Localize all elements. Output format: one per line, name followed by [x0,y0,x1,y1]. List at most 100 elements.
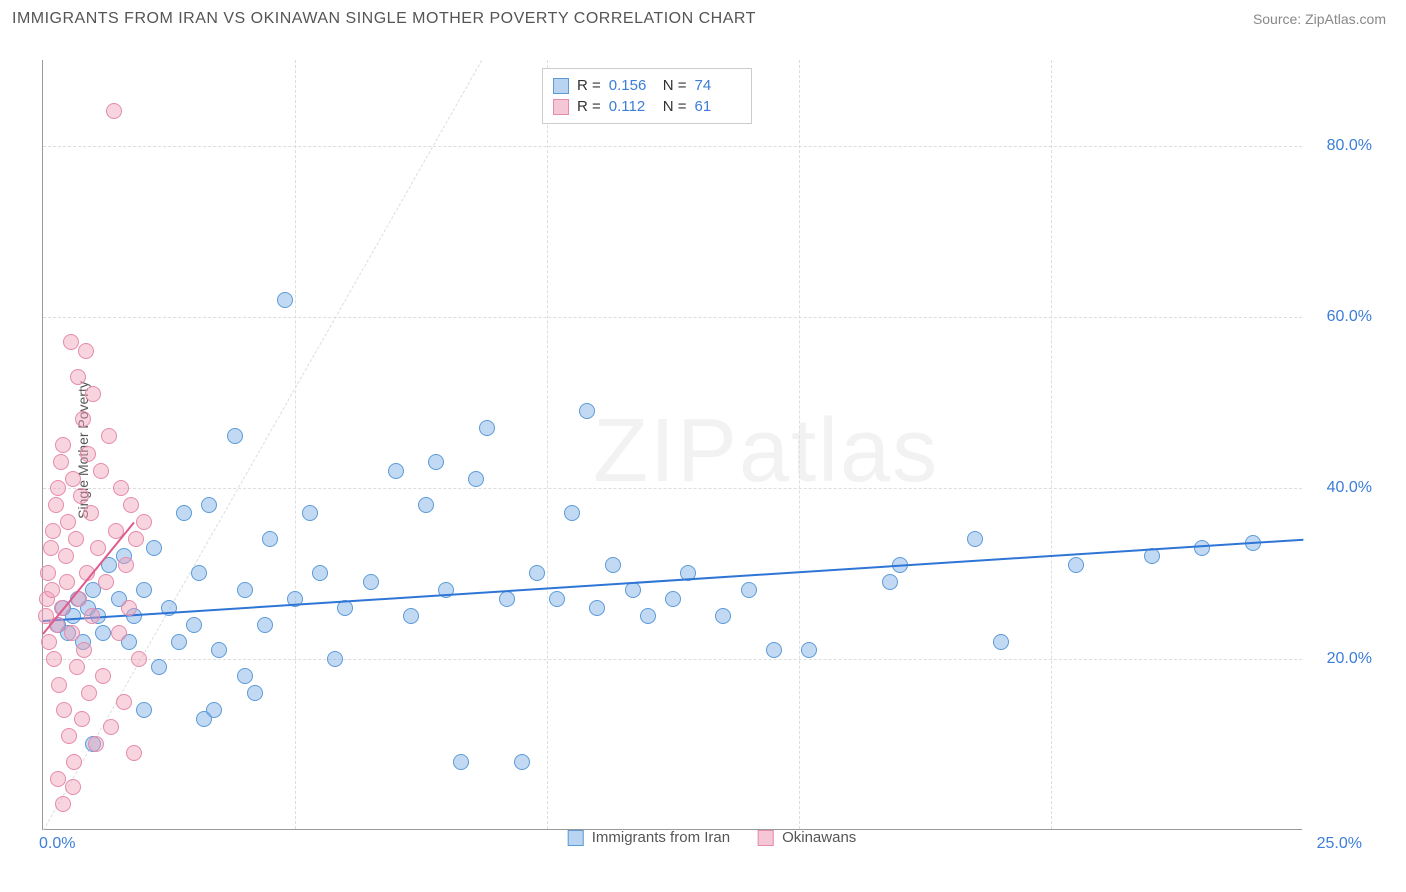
data-point [41,634,57,650]
data-point [111,625,127,641]
stats-row: R = 0.156 N = 74 [553,75,741,96]
data-point [64,625,80,641]
stats-swatch [553,99,569,115]
data-point [1194,540,1210,556]
data-point [116,694,132,710]
data-point [131,651,147,667]
data-point [549,591,565,607]
legend-item-iran: Immigrants from Iran [568,829,730,846]
data-point [68,531,84,547]
source-label: Source: [1253,11,1301,27]
data-point [428,454,444,470]
data-point [625,582,641,598]
data-point [74,711,90,727]
n-label: N = [663,77,687,94]
plot-area: ZIPatlas 0.0% 25.0% 20.0%40.0%60.0%80.0% [42,60,1302,830]
y-tick-label: 20.0% [1327,650,1372,668]
data-point [43,540,59,556]
stats-swatch [553,78,569,94]
data-point [151,659,167,675]
data-point [176,505,192,521]
y-tick-label: 40.0% [1327,479,1372,497]
data-point [59,574,75,590]
n-value: 74 [695,77,741,94]
data-point [48,497,64,513]
data-point [453,754,469,770]
data-point [106,103,122,119]
data-point [45,523,61,539]
data-point [73,488,89,504]
data-point [58,548,74,564]
data-point [50,480,66,496]
data-point [196,711,212,727]
n-label: N = [663,98,687,115]
data-point [146,540,162,556]
data-point [766,642,782,658]
y-tick-label: 60.0% [1327,308,1372,326]
data-point [44,582,60,598]
data-point [277,292,293,308]
data-point [186,617,202,633]
data-point [61,728,77,744]
chart-header: IMMIGRANTS FROM IRAN VS OKINAWAN SINGLE … [0,0,1406,34]
r-value: 0.156 [609,77,655,94]
data-point [63,334,79,350]
data-point [237,582,253,598]
data-point [113,480,129,496]
data-point [128,531,144,547]
data-point [191,565,207,581]
data-point [69,659,85,675]
data-point [499,591,515,607]
data-point [227,428,243,444]
stats-legend-box: R =0.156N =74R =0.112N =61 [542,68,752,124]
data-point [53,454,69,470]
data-point [51,677,67,693]
y-tick-label: 80.0% [1327,137,1372,155]
data-point [84,608,100,624]
data-point [468,471,484,487]
legend-item-okinawans: Okinawans [758,829,856,846]
data-point [80,446,96,462]
data-point [126,745,142,761]
data-point [65,779,81,795]
data-point [605,557,621,573]
data-point [579,403,595,419]
data-point [83,505,99,521]
data-point [121,600,137,616]
data-point [665,591,681,607]
data-point [40,565,56,581]
data-point [66,754,82,770]
data-point [741,582,757,598]
data-point [1068,557,1084,573]
series-legend: Immigrants from Iran Okinawans [568,829,857,846]
source-attribution: Source: ZipAtlas.com [1253,11,1386,27]
data-point [78,343,94,359]
data-point [56,702,72,718]
r-label: R = [577,77,601,94]
data-point [479,420,495,436]
r-label: R = [577,98,601,115]
data-point [418,497,434,513]
trend-line [43,539,1303,622]
data-point [70,369,86,385]
data-point [76,642,92,658]
data-point [514,754,530,770]
data-point [75,411,91,427]
data-point [50,771,66,787]
data-point [171,634,187,650]
data-point [93,463,109,479]
data-point [882,574,898,590]
data-point [90,540,106,556]
data-point [95,625,111,641]
data-point [302,505,318,521]
data-point [993,634,1009,650]
data-point [247,685,263,701]
data-point [46,651,62,667]
data-point [55,437,71,453]
data-point [95,668,111,684]
data-point [201,497,217,513]
chart-container: Single Mother Poverty ZIPatlas 0.0% 25.0… [42,50,1382,850]
data-point [801,642,817,658]
n-value: 61 [695,98,741,115]
data-point [403,608,419,624]
